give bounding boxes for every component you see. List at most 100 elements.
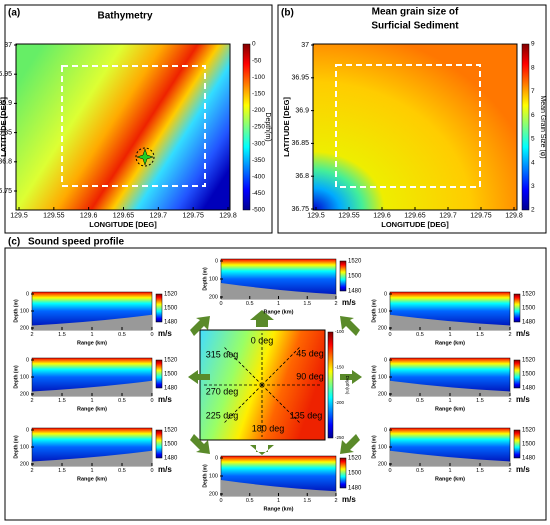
x-tick-label: 129.65: [404, 212, 426, 219]
y-tick-label: 100: [378, 444, 387, 450]
y-tick-label: 36.95: [0, 71, 12, 78]
x-tick-label: 1.5: [303, 498, 311, 504]
direction-label: 270 deg: [206, 386, 239, 396]
colorbar-tick-label: 2: [531, 207, 535, 214]
y-tick-label: 100: [20, 308, 29, 314]
y-tick-label: 37: [301, 42, 309, 49]
arrows: [188, 310, 362, 455]
seafloor: [221, 283, 336, 299]
y-tick-label: 200: [378, 391, 387, 397]
colorbar-tick-label: 1520: [164, 358, 178, 364]
colorbar-tick-label: 1500: [164, 306, 178, 312]
y-tick-label: 0: [384, 427, 387, 433]
colorbar-tick-label: 1500: [522, 306, 536, 312]
x-tick-label: 1.5: [476, 332, 484, 338]
x-tick-label: 1: [448, 468, 451, 474]
y-tick-label: 200: [378, 325, 387, 331]
colorbar: [513, 293, 521, 323]
y-axis-label: LATITUDE [DEG]: [282, 97, 291, 157]
y-tick-label: 0: [26, 291, 29, 297]
x-tick-label: 2: [508, 468, 511, 474]
colorbar-tick-label: 7: [531, 88, 535, 95]
y-tick-label: 36.9: [0, 100, 12, 107]
x-tick-label: 0.5: [416, 332, 424, 338]
colorbar-tick-label: 1480: [164, 386, 178, 392]
x-tick-label: 129.75: [182, 212, 204, 219]
seafloor: [32, 314, 152, 330]
x-tick-label: 0: [388, 398, 391, 404]
y-tick-label: 200: [378, 461, 387, 467]
y-tick-label: 36.85: [291, 140, 309, 147]
x-tick-label: 0: [219, 498, 222, 504]
colorbar-label: Mean Grain Size (φ): [539, 95, 546, 158]
x-tick-label: 129.55: [43, 212, 65, 219]
y-tick-label: 36.85: [0, 129, 12, 136]
colorbar: [339, 457, 347, 489]
panel-title: Mean grain size of: [372, 7, 459, 18]
colorbar-unit: m/s: [158, 465, 172, 474]
direction-label: 315 deg: [206, 349, 239, 359]
x-tick-label: 129.55: [338, 212, 360, 219]
x-tick-label: 2: [334, 301, 337, 307]
colorbar-tick-label: 1500: [164, 442, 178, 448]
colorbar: [155, 359, 163, 389]
x-tick-label: 0.5: [246, 498, 254, 504]
colorbar-tick-label: -100: [252, 74, 265, 81]
x-axis-label: Range (km): [77, 406, 107, 412]
direction-label: 45 deg: [296, 348, 324, 358]
colorbar-tick-label: 1520: [164, 292, 178, 298]
y-tick-label: 100: [378, 308, 387, 314]
panel-title: Surficial Sediment: [371, 21, 459, 32]
colorbar-tick-label: 1480: [522, 320, 536, 326]
y-tick-label: 36.75: [0, 188, 12, 195]
seafloor: [32, 450, 152, 466]
x-axis-label: Range (km): [435, 476, 465, 482]
grain-size-map: [312, 43, 518, 211]
colorbar-tick-label: 1520: [348, 456, 362, 462]
x-tick-label: 1: [277, 301, 280, 307]
colorbar-tick-label: 1480: [348, 289, 362, 295]
colorbar-tick-label: 1520: [522, 292, 536, 298]
colorbar-tick-label: 3: [531, 183, 535, 190]
colorbar-label: Depth(m): [345, 376, 350, 395]
x-tick-label: 129.5: [307, 212, 325, 219]
colorbar-tick-label: 4: [531, 159, 535, 166]
direction-label: 135 deg: [290, 410, 323, 420]
colorbar-tick-label: 1500: [164, 372, 178, 378]
y-tick-label: 100: [209, 276, 218, 282]
y-axis-label: Depth (m): [371, 435, 377, 459]
y-tick-label: 36.75: [291, 206, 309, 213]
study-area: [61, 65, 206, 187]
x-tick-label: 0: [388, 468, 391, 474]
x-tick-label: 0.5: [416, 468, 424, 474]
colorbar-tick-label: 1520: [522, 358, 536, 364]
colorbar-tick-label: -100: [335, 329, 345, 334]
colorbar-tick-label: 1500: [348, 471, 362, 477]
x-tick-label: 129.6: [373, 212, 391, 219]
x-tick-label: 129.8: [219, 212, 237, 219]
x-tick-label: 1.5: [58, 332, 66, 338]
colorbar-tick-label: -50: [252, 57, 262, 64]
seafloor: [390, 380, 510, 396]
y-axis-label: LATITUDE [DEG]: [0, 97, 8, 157]
colorbar-tick-label: 1500: [522, 372, 536, 378]
direction-label: 180 deg: [252, 423, 285, 433]
x-tick-label: 2: [508, 332, 511, 338]
y-axis-label: Depth (m): [371, 365, 377, 389]
y-tick-label: 200: [20, 325, 29, 331]
x-axis-label: Range (km): [435, 406, 465, 412]
colorbar-tick-label: -250: [335, 435, 345, 440]
colorbar-tick-label: 9: [531, 41, 535, 48]
colorbar-tick-label: 1480: [348, 486, 362, 492]
colorbar-tick-label: -200: [335, 400, 345, 405]
x-axis-label: LONGITUDE [DEG]: [89, 220, 157, 229]
y-tick-label: 36.95: [291, 75, 309, 82]
panel-label: (a): [8, 8, 20, 19]
x-axis-label: Range (km): [77, 476, 107, 482]
direction-label: 0 deg: [251, 335, 274, 345]
colorbar-tick-label: 5: [531, 136, 535, 143]
seafloor: [390, 450, 510, 466]
colorbar-tick-label: -150: [252, 91, 265, 98]
colorbar-tick-label: 1480: [164, 456, 178, 462]
colorbar-tick-label: -350: [252, 157, 265, 164]
